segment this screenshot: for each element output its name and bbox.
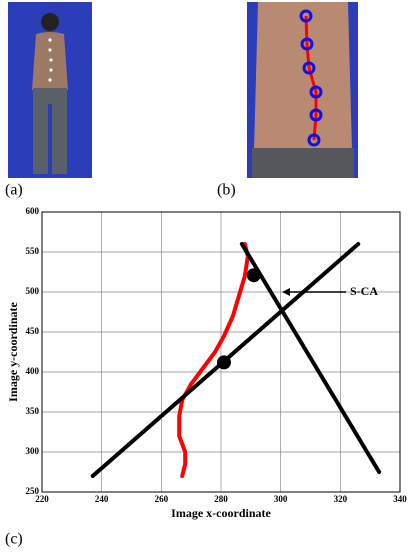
x-tick-label: 320: [334, 494, 348, 504]
photo-b: [247, 2, 358, 178]
x-tick-label: 280: [214, 494, 228, 504]
y-tick-label: 400: [26, 366, 40, 376]
photo-a: [8, 2, 92, 178]
y-tick-label: 300: [26, 446, 40, 456]
y-axis-label: Image y-coordinate: [6, 302, 20, 402]
plot-frame: [41, 211, 401, 493]
panel-label: (a): [5, 182, 23, 199]
x-axis-label: Image x-coordinate: [171, 506, 271, 520]
y-tick-label: 500: [26, 286, 40, 296]
panel-label: (b): [217, 182, 236, 199]
y-tick-label: 350: [26, 406, 40, 416]
x-tick-label: 220: [35, 494, 49, 504]
annotation-arrowhead: [282, 288, 290, 296]
data-line: [177, 242, 250, 478]
annotation: S-CA: [350, 284, 378, 298]
data-line: [239, 242, 382, 474]
y-tick-label: 250: [26, 486, 40, 496]
x-tick-label: 240: [95, 494, 109, 504]
x-tick-label: 300: [274, 494, 288, 504]
panel-label: (c): [5, 531, 23, 548]
y-tick-label: 550: [26, 246, 40, 256]
x-tick-label: 340: [393, 494, 407, 504]
marker: [216, 355, 231, 370]
y-tick-label: 450: [26, 326, 40, 336]
x-tick-label: 260: [155, 494, 169, 504]
marker: [246, 268, 261, 283]
chart: 220 240 260 280 300 320 340 250 300 350 400 450 500 5…: [6, 206, 408, 520]
y-tick-label: 600: [26, 206, 40, 216]
